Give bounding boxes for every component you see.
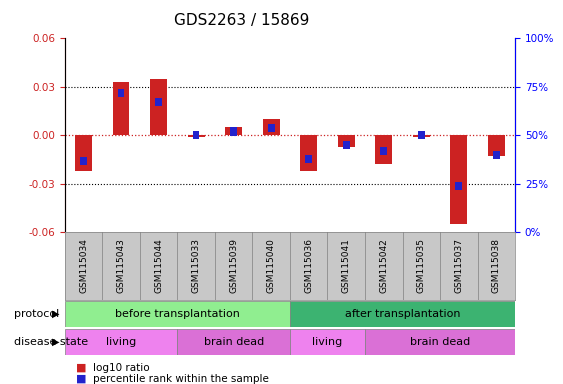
Text: GSM115033: GSM115033 [191,238,200,293]
Bar [177,329,290,355]
Bar [150,79,167,136]
Bar [365,329,515,355]
Bar [290,329,365,355]
Bar [413,136,430,137]
Text: log10 ratio: log10 ratio [93,363,150,373]
Bar [381,147,387,155]
Text: ■: ■ [76,363,87,373]
Bar [65,329,177,355]
Text: GDS2263 / 15869: GDS2263 / 15869 [175,13,310,28]
Bar [343,141,350,149]
Bar [493,151,500,159]
Bar [75,136,92,171]
Bar [450,136,467,224]
Text: GSM115043: GSM115043 [117,238,126,293]
Text: GSM115038: GSM115038 [492,238,501,293]
Text: brain dead: brain dead [203,337,264,347]
Text: disease state: disease state [14,337,88,347]
Text: GSM115039: GSM115039 [229,238,238,293]
Text: GSM115042: GSM115042 [379,238,388,293]
Text: GSM115041: GSM115041 [342,238,351,293]
Text: percentile rank within the sample: percentile rank within the sample [93,374,269,384]
Text: ▶: ▶ [52,309,59,319]
Bar [193,131,199,139]
Bar [418,131,425,139]
Text: GSM115035: GSM115035 [417,238,426,293]
Bar [113,82,129,136]
Bar [155,98,162,106]
Text: protocol: protocol [14,309,59,319]
Bar [187,136,204,137]
Bar [118,89,124,97]
Text: living: living [106,337,136,347]
Bar [338,136,355,147]
Bar [230,127,237,136]
Bar [290,301,515,327]
Text: living: living [312,337,343,347]
Bar [225,127,242,136]
Text: GSM115034: GSM115034 [79,238,88,293]
Text: GSM115044: GSM115044 [154,238,163,293]
Text: after transplantation: after transplantation [345,309,461,319]
Bar [80,157,87,165]
Text: ▶: ▶ [52,337,59,347]
Bar [65,301,290,327]
Bar [376,136,392,164]
Bar [263,119,280,136]
Bar [300,136,317,171]
Bar [305,155,312,163]
Text: GSM115036: GSM115036 [304,238,313,293]
Text: ■: ■ [76,374,87,384]
Bar [488,136,505,156]
Text: before transplantation: before transplantation [115,309,240,319]
Text: GSM115040: GSM115040 [267,238,276,293]
Text: brain dead: brain dead [410,337,470,347]
Bar [455,182,462,190]
Text: GSM115037: GSM115037 [454,238,463,293]
Bar [268,124,275,132]
